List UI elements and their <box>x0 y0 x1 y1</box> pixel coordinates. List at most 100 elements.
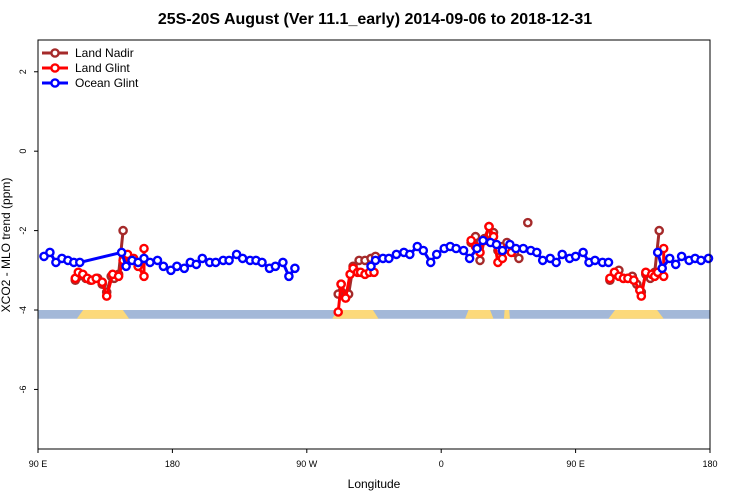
data-point-ocean-glint <box>366 261 376 272</box>
data-point-ocean-glint <box>197 253 208 264</box>
data-point-ocean-glint <box>652 247 663 258</box>
data-point-ocean-glint <box>172 261 182 272</box>
data-point-ocean-glint <box>603 257 614 268</box>
data-point-ocean-glint <box>590 255 600 266</box>
data-point-land-glint <box>333 307 344 317</box>
data-point-ocean-glint <box>696 255 706 266</box>
data-point-ocean-glint <box>270 261 281 272</box>
data-point-ocean-glint <box>75 257 85 268</box>
data-point-ocean-glint <box>511 243 521 254</box>
data-point-ocean-glint <box>179 263 190 274</box>
legend-label: Ocean Glint <box>75 76 139 90</box>
data-point-land-glint <box>101 291 112 301</box>
x-tick-label: 90 E <box>29 459 48 469</box>
data-point-land-glint <box>605 273 615 284</box>
data-point-ocean-glint <box>391 249 402 260</box>
data-point-land-glint <box>340 293 351 303</box>
data-point-ocean-glint <box>145 257 155 268</box>
data-point-land-glint <box>629 275 639 286</box>
data-point-ocean-glint <box>451 243 461 254</box>
data-point-land-nadir <box>475 255 485 266</box>
data-point-ocean-glint <box>551 257 562 268</box>
data-point-ocean-glint <box>497 245 508 256</box>
data-point-ocean-glint <box>384 253 394 264</box>
land-band-segment <box>503 310 510 319</box>
x-tick-label: 90 E <box>566 459 585 469</box>
data-point-ocean-glint <box>670 259 681 270</box>
data-point-land-glint <box>139 243 149 254</box>
data-point-ocean-glint <box>703 253 714 264</box>
data-point-ocean-glint <box>290 263 300 274</box>
data-point-ocean-glint <box>404 249 415 260</box>
y-tick-label: -6 <box>18 385 28 393</box>
y-tick-label: -2 <box>18 227 28 235</box>
data-point-ocean-glint <box>210 257 221 268</box>
series-ocean-glint <box>39 235 714 282</box>
data-point-ocean-glint <box>664 253 675 264</box>
data-point-land-glint <box>658 271 669 282</box>
legend-label: Land Glint <box>75 61 130 75</box>
legend-marker <box>50 48 60 58</box>
data-point-ocean-glint <box>491 239 502 250</box>
legend-item-land-glint: Land Glint <box>42 61 130 75</box>
land-band-segment <box>76 310 130 319</box>
data-point-ocean-glint <box>464 253 475 264</box>
data-point-land-glint <box>139 271 149 282</box>
x-axis: 90 E 180 90 W 0 90 E 180 <box>29 449 718 469</box>
data-point-land-glint <box>466 235 476 246</box>
land-band-segment <box>465 310 494 319</box>
data-point-land-glint <box>97 277 107 288</box>
data-point-ocean-glint <box>518 243 529 254</box>
data-point-land-nadir <box>514 253 524 264</box>
data-point-ocean-glint <box>578 247 588 258</box>
land-band-segment <box>332 310 379 319</box>
data-point-ocean-glint <box>257 257 267 268</box>
x-axis-label: Longitude <box>348 477 401 491</box>
data-point-ocean-glint <box>425 257 436 268</box>
data-point-land-glint <box>336 279 346 290</box>
y-tick-label: 0 <box>18 149 28 154</box>
y-axis-label: XCO2 - MLO trend (ppm) <box>0 178 13 313</box>
data-point-land-glint <box>484 221 494 232</box>
data-point-ocean-glint <box>418 245 429 256</box>
data-point-ocean-glint <box>478 235 488 246</box>
data-point-ocean-glint <box>121 261 131 272</box>
x-tick-label: 0 <box>439 459 444 469</box>
data-point-land-nadir <box>654 225 665 236</box>
y-axis: 2 0 -2 -4 -6 <box>18 69 38 393</box>
surface-type-band <box>38 310 710 319</box>
series-land-glint <box>70 221 669 317</box>
data-point-ocean-glint <box>191 259 202 270</box>
x-tick-label: 180 <box>702 459 717 469</box>
data-point-ocean-glint <box>537 255 548 266</box>
data-point-ocean-glint <box>431 249 442 260</box>
data-point-ocean-glint <box>224 255 234 266</box>
data-point-ocean-glint <box>116 247 127 258</box>
legend-label: Land Nadir <box>75 46 134 60</box>
chart-title: 25S-20S August (Ver 11.1_early) 2014-09-… <box>158 11 592 28</box>
data-point-ocean-glint <box>45 247 55 258</box>
legend-marker <box>50 63 60 73</box>
data-point-ocean-glint <box>370 255 381 266</box>
y-tick-label: -4 <box>18 306 28 314</box>
data-point-land-glint <box>636 291 647 301</box>
data-point-ocean-glint <box>458 245 469 256</box>
data-point-ocean-glint <box>278 257 288 268</box>
data-point-ocean-glint <box>284 271 294 282</box>
data-point-land-nadir <box>523 217 533 228</box>
land-band-segment <box>608 310 664 319</box>
data-point-ocean-glint <box>657 263 668 274</box>
data-point-land-glint <box>497 253 508 264</box>
plot-frame <box>37 39 711 450</box>
data-point-ocean-glint <box>532 247 542 258</box>
data-point-land-nadir <box>118 225 128 236</box>
data-point-ocean-glint <box>676 251 687 262</box>
legend-item-land-nadir: Land Nadir <box>42 46 134 60</box>
data-point-ocean-glint <box>570 251 581 262</box>
x-tick-label: 90 W <box>296 459 318 469</box>
data-point-ocean-glint <box>557 249 568 260</box>
data-point-ocean-glint <box>237 253 248 264</box>
legend-item-ocean-glint: Ocean Glint <box>42 76 139 90</box>
